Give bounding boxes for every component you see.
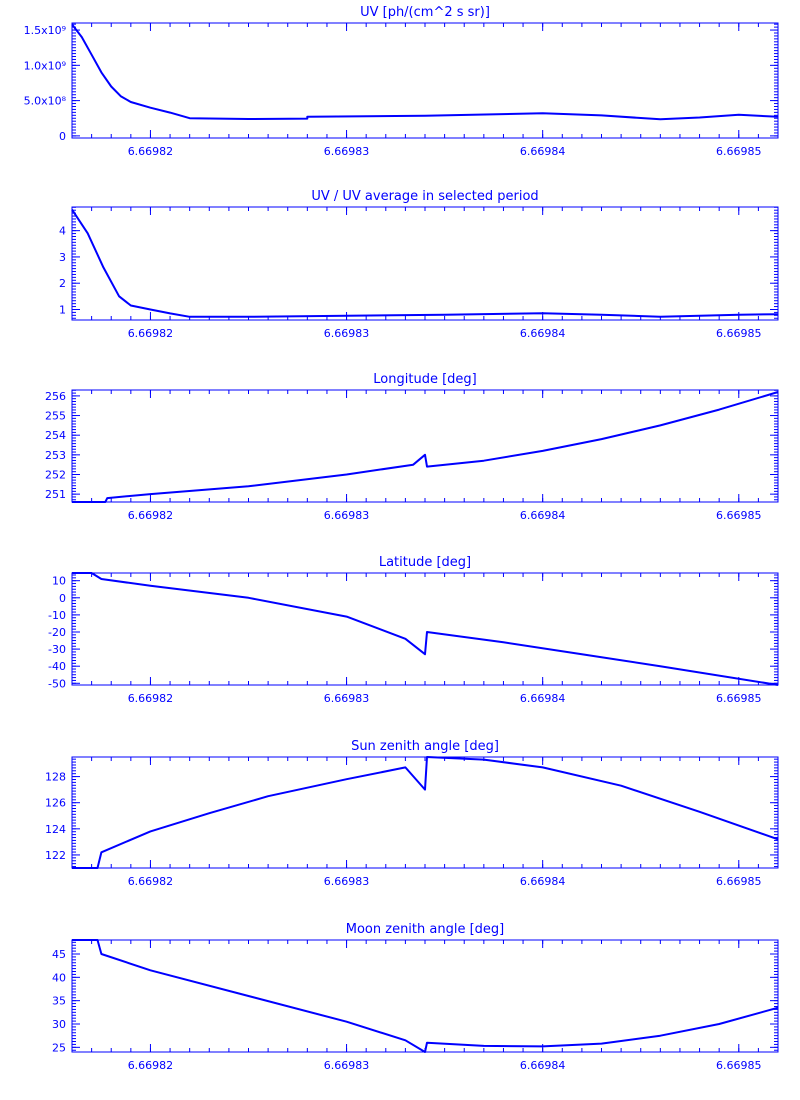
- panel-latitude: Latitude [deg] -50 -40 -30 -20 -10 0 10 6.66982 6…: [48, 555, 779, 705]
- x-tick-label: 6.66984: [520, 145, 566, 158]
- series-line: [72, 939, 779, 1053]
- panel-uv: UV [ph/(cm^2 s sr)] 0 5.0x10⁸ 1.0x10⁹ 1.5x10…: [24, 5, 779, 158]
- x-tick-label: 6.66984: [520, 692, 566, 705]
- y-tick-label: -30: [48, 643, 66, 656]
- x-tick-label: 6.66984: [520, 875, 566, 888]
- y-tick-label: -10: [48, 609, 66, 622]
- x-tick-label: 6.66985: [716, 692, 762, 705]
- y-tick-label: -20: [48, 626, 66, 639]
- y-tick-label: 10: [52, 575, 66, 588]
- plot-frame: [71, 389, 779, 503]
- y-tick-label: 4: [59, 225, 66, 238]
- plot-frame: [71, 22, 779, 139]
- panel-sun-zenith: Sun zenith angle [deg] 122 124 126 128 6.6698…: [45, 739, 779, 888]
- x-tick-label: 6.66984: [520, 509, 566, 522]
- panel-title: UV [ph/(cm^2 s sr)]: [360, 5, 490, 20]
- y-tick-label: 126: [45, 797, 66, 810]
- series-line: [72, 572, 779, 686]
- series-line: [71, 23, 779, 121]
- y-tick-label: -50: [48, 677, 66, 690]
- x-tick-label: 6.66983: [324, 509, 370, 522]
- y-tick-label: 251: [45, 488, 66, 501]
- x-tick-label: 6.66985: [716, 509, 762, 522]
- y-tick-label: 252: [45, 468, 66, 481]
- panel-title: Latitude [deg]: [379, 555, 471, 570]
- panel-uv-ratio: UV / UV average in selected period 1 2 3 4 6.…: [59, 189, 779, 340]
- y-tick-label: 35: [52, 995, 66, 1008]
- x-tick-label: 6.66982: [128, 692, 174, 705]
- y-tick-label: 3: [59, 251, 66, 264]
- series-line: [72, 391, 779, 503]
- x-tick-label: 6.66984: [520, 327, 566, 340]
- panel-moon-zenith: Moon zenith angle [deg] 25 30 35 40 45 6.66982…: [52, 922, 779, 1072]
- y-tick-label: 124: [45, 823, 66, 836]
- y-tick-label: 2: [59, 277, 66, 290]
- panel-title: UV / UV average in selected period: [311, 189, 538, 204]
- y-tick-label: 254: [45, 429, 66, 442]
- x-tick-label: 6.66983: [324, 327, 370, 340]
- y-tick-label: 256: [45, 390, 66, 403]
- plot-frame: [71, 206, 779, 321]
- y-tick-label: 1: [59, 303, 66, 316]
- y-tick-label: 128: [45, 771, 66, 784]
- y-tick-label: 5.0x10⁸: [24, 95, 67, 108]
- x-tick-label: 6.66982: [128, 145, 174, 158]
- plot-frame: [71, 939, 779, 1053]
- y-tick-label: 255: [45, 410, 66, 423]
- x-tick-label: 6.66983: [324, 692, 370, 705]
- x-tick-label: 6.66985: [716, 327, 762, 340]
- series-line: [72, 756, 779, 869]
- panel-title: Sun zenith angle [deg]: [351, 739, 499, 754]
- series-line: [71, 209, 779, 318]
- x-tick-label: 6.66983: [324, 1059, 370, 1072]
- x-tick-label: 6.66982: [128, 327, 174, 340]
- y-tick-label: 1.0x10⁹: [24, 59, 66, 72]
- x-tick-label: 6.66985: [716, 1059, 762, 1072]
- y-tick-label: 30: [52, 1018, 66, 1031]
- x-tick-label: 6.66985: [716, 145, 762, 158]
- y-tick-label: 0: [59, 592, 66, 605]
- y-tick-label: 1.5x10⁹: [24, 24, 66, 37]
- x-tick-label: 6.66984: [520, 1059, 566, 1072]
- y-tick-label: 253: [45, 449, 66, 462]
- x-tick-label: 6.66983: [324, 145, 370, 158]
- panel-title: Moon zenith angle [deg]: [346, 922, 504, 937]
- y-tick-label: 45: [52, 948, 66, 961]
- y-tick-label: 25: [52, 1041, 66, 1054]
- y-tick-label: 122: [45, 849, 66, 862]
- y-tick-label: 0: [59, 130, 66, 143]
- panel-longitude: Longitude [deg] 251 252 253 254 255 256 6.66982…: [45, 372, 779, 522]
- x-tick-label: 6.66982: [128, 509, 174, 522]
- x-tick-label: 6.66982: [128, 875, 174, 888]
- x-tick-label: 6.66982: [128, 1059, 174, 1072]
- x-tick-label: 6.66983: [324, 875, 370, 888]
- x-tick-label: 6.66985: [716, 875, 762, 888]
- y-tick-label: 40: [52, 971, 66, 984]
- y-tick-label: -40: [48, 660, 66, 673]
- panel-title: Longitude [deg]: [373, 372, 476, 387]
